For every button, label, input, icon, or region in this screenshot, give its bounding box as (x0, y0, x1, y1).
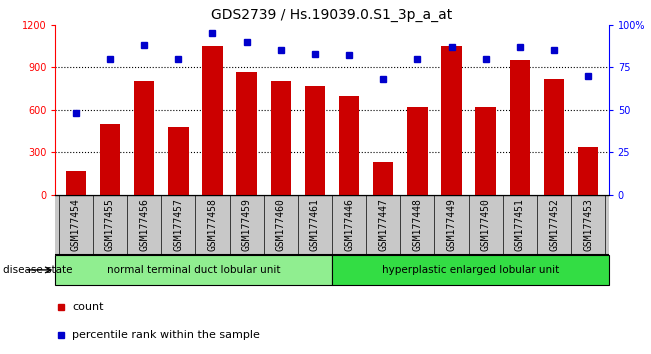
Text: percentile rank within the sample: percentile rank within the sample (72, 330, 260, 340)
Bar (168, 127, 189, 195)
Bar (66, 171, 86, 195)
Bar (441, 46, 462, 195)
Bar (305, 86, 326, 195)
Bar (373, 162, 393, 195)
Bar (475, 107, 496, 195)
Bar (578, 147, 598, 195)
Text: GSM177461: GSM177461 (310, 198, 320, 251)
Text: GSM177459: GSM177459 (242, 198, 252, 251)
Text: count: count (72, 302, 104, 313)
Bar (271, 81, 291, 195)
Text: GSM177455: GSM177455 (105, 198, 115, 251)
Title: GDS2739 / Hs.19039.0.S1_3p_a_at: GDS2739 / Hs.19039.0.S1_3p_a_at (212, 8, 452, 22)
Bar (544, 79, 564, 195)
Text: normal terminal duct lobular unit: normal terminal duct lobular unit (107, 265, 281, 275)
Text: disease state: disease state (3, 265, 73, 275)
Text: GSM177450: GSM177450 (480, 198, 491, 251)
Bar (510, 60, 530, 195)
Text: GSM177454: GSM177454 (71, 198, 81, 251)
Bar (339, 96, 359, 195)
Text: GSM177449: GSM177449 (447, 198, 456, 251)
Text: hyperplastic enlarged lobular unit: hyperplastic enlarged lobular unit (381, 265, 559, 275)
Bar (236, 72, 257, 195)
Text: GSM177452: GSM177452 (549, 198, 559, 251)
Text: GSM177460: GSM177460 (276, 198, 286, 251)
Bar (202, 46, 223, 195)
Text: GSM177458: GSM177458 (208, 198, 217, 251)
Bar (407, 107, 428, 195)
Text: GSM177453: GSM177453 (583, 198, 593, 251)
Text: GSM177447: GSM177447 (378, 198, 388, 251)
Text: GSM177446: GSM177446 (344, 198, 354, 251)
Text: GSM177457: GSM177457 (173, 198, 184, 251)
Text: GSM177451: GSM177451 (515, 198, 525, 251)
Bar (134, 81, 154, 195)
Bar (332, 255, 609, 285)
Text: GSM177448: GSM177448 (412, 198, 422, 251)
Bar (100, 124, 120, 195)
Text: GSM177456: GSM177456 (139, 198, 149, 251)
Bar (55, 255, 332, 285)
